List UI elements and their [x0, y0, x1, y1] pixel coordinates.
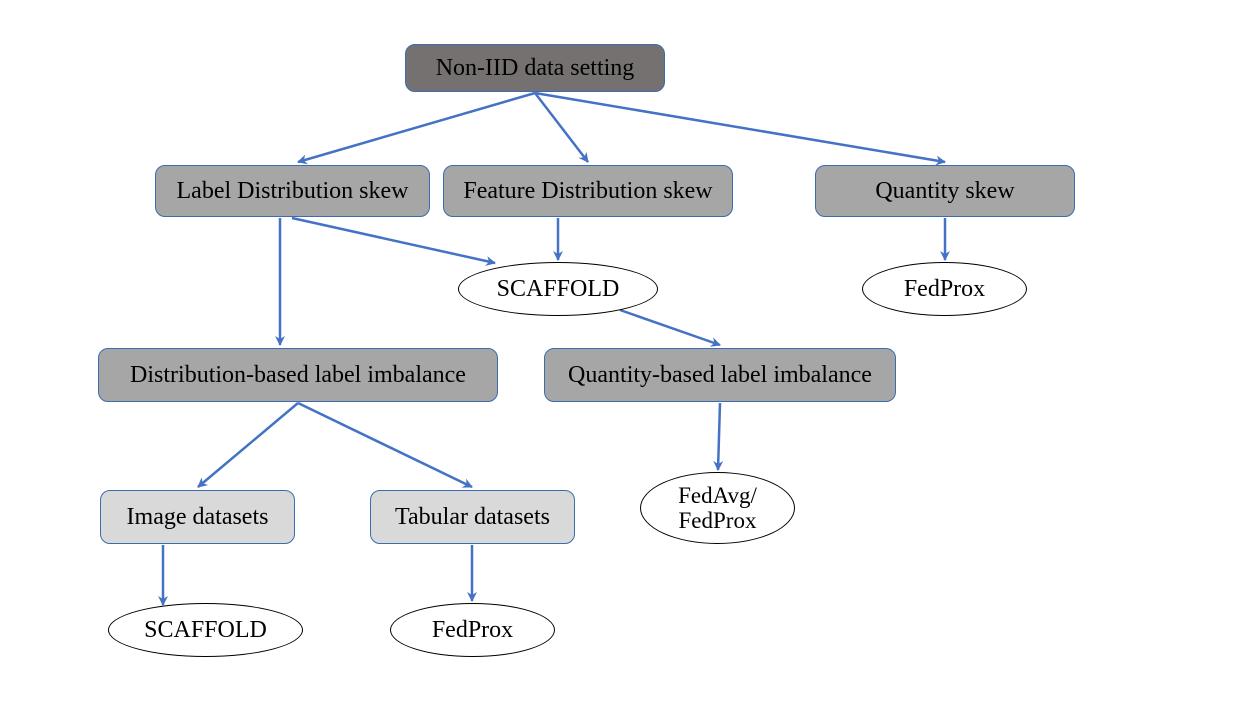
node-fedprox1: FedProx	[862, 262, 1027, 316]
edge-dist_imb-tabular_ds	[298, 403, 472, 487]
edge-root-qty_skew	[535, 93, 945, 162]
node-label_skew: Label Distribution skew	[155, 165, 430, 217]
node-label: Quantity skew	[875, 178, 1014, 205]
edge-label_skew-scaffold1	[292, 218, 495, 263]
node-image_ds: Image datasets	[100, 490, 295, 544]
node-root: Non-IID data setting	[405, 44, 665, 92]
node-label: Tabular datasets	[395, 504, 550, 531]
node-fedavg: FedAvg/ FedProx	[640, 472, 795, 544]
node-tabular_ds: Tabular datasets	[370, 490, 575, 544]
node-label: Image datasets	[127, 504, 269, 531]
node-label: FedProx	[432, 617, 513, 643]
node-label: Quantity-based label imbalance	[568, 362, 872, 389]
node-qty_skew: Quantity skew	[815, 165, 1075, 217]
node-label: SCAFFOLD	[497, 276, 620, 302]
node-fedprox2: FedProx	[390, 603, 555, 657]
node-dist_imb: Distribution-based label imbalance	[98, 348, 498, 402]
edge-qty_imb-fedavg	[718, 403, 720, 470]
node-label: SCAFFOLD	[144, 617, 267, 643]
node-scaffold1: SCAFFOLD	[458, 262, 658, 316]
node-label: Non-IID data setting	[436, 55, 635, 82]
node-qty_imb: Quantity-based label imbalance	[544, 348, 896, 402]
edge-dist_imb-image_ds	[198, 403, 298, 487]
node-label: FedProx	[904, 276, 985, 302]
edge-root-feat_skew	[535, 93, 588, 162]
node-scaffold2: SCAFFOLD	[108, 603, 303, 657]
edge-scaffold1-qty_imb	[620, 310, 720, 345]
node-label: Feature Distribution skew	[463, 178, 712, 205]
node-label: Distribution-based label imbalance	[130, 362, 466, 389]
edge-root-label_skew	[298, 93, 535, 162]
node-feat_skew: Feature Distribution skew	[443, 165, 733, 217]
node-label: FedAvg/ FedProx	[678, 483, 757, 534]
node-label: Label Distribution skew	[177, 178, 409, 205]
